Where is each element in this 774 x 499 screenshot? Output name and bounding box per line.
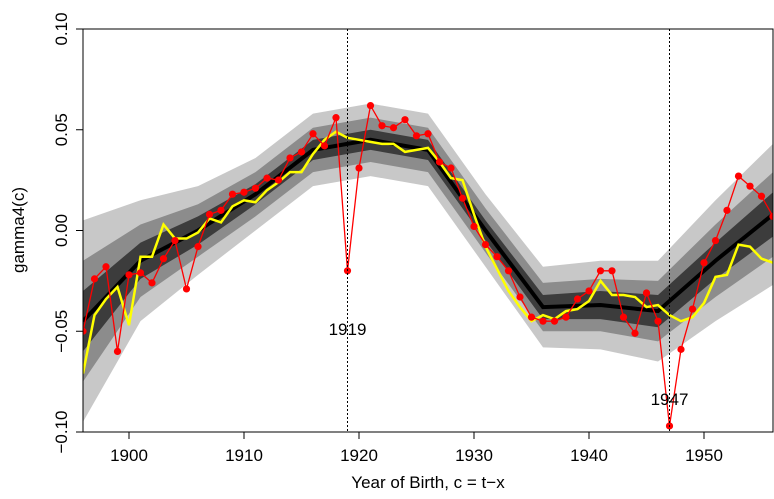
data-point	[608, 267, 616, 275]
series-line	[83, 130, 773, 374]
data-point	[447, 164, 455, 172]
data-point	[458, 194, 467, 202]
data-point	[539, 317, 547, 325]
x-tick-label: 1950	[685, 446, 723, 465]
data-point	[90, 275, 99, 283]
y-tick-label: 0.05	[52, 113, 71, 146]
data-point	[631, 329, 639, 337]
data-point	[642, 289, 651, 297]
data-point	[378, 122, 386, 130]
data-point	[677, 345, 685, 353]
data-point	[562, 313, 570, 321]
data-point	[746, 182, 754, 190]
data-point	[332, 114, 340, 122]
data-point	[435, 158, 444, 166]
data-point	[550, 317, 559, 325]
x-tick-label: 1910	[225, 446, 263, 465]
data-point	[274, 176, 283, 184]
data-point	[102, 263, 110, 271]
data-point	[585, 287, 593, 295]
data-point	[424, 130, 432, 138]
x-tick-label: 1940	[570, 446, 608, 465]
plot-area	[83, 101, 773, 430]
data-point	[401, 116, 409, 124]
data-point	[125, 271, 133, 279]
data-point	[734, 172, 743, 180]
data-point	[171, 236, 179, 245]
data-point	[757, 192, 766, 200]
data-point	[148, 279, 156, 287]
data-point	[297, 148, 306, 156]
data-point	[309, 130, 317, 138]
data-point	[228, 190, 237, 198]
data-point	[596, 267, 605, 275]
x-tick-label: 1930	[455, 446, 493, 465]
y-tick-label: −0.10	[52, 410, 71, 453]
data-point	[723, 206, 731, 214]
data-point	[619, 313, 628, 321]
data-point	[240, 188, 248, 196]
data-point	[251, 184, 260, 192]
data-point	[194, 243, 202, 251]
data-point	[654, 317, 662, 325]
data-point	[320, 142, 329, 150]
data-point	[493, 253, 501, 261]
data-point	[113, 347, 122, 355]
data-point	[700, 259, 708, 267]
data-point	[412, 132, 421, 140]
data-point	[769, 212, 773, 220]
y-axis-title: gamma4(c)	[9, 187, 28, 273]
data-point	[516, 293, 524, 301]
y-tick-label: −0.05	[52, 310, 71, 353]
reference-label: 1947	[651, 390, 689, 409]
x-tick-label: 1900	[110, 446, 148, 465]
data-point	[688, 305, 697, 313]
data-point	[527, 313, 536, 321]
data-point	[263, 174, 271, 182]
data-point	[205, 210, 214, 218]
data-point	[136, 269, 145, 277]
data-point	[159, 255, 168, 263]
reference-label: 1919	[329, 320, 367, 339]
x-tick-label: 1920	[340, 446, 378, 465]
data-point	[182, 285, 191, 293]
data-point	[470, 222, 478, 231]
data-point	[504, 267, 513, 275]
data-point	[355, 164, 363, 172]
data-point	[83, 327, 87, 335]
data-point	[217, 206, 225, 214]
fan-center	[83, 137, 773, 323]
data-point	[389, 124, 398, 132]
data-point	[286, 154, 294, 162]
data-point	[711, 236, 720, 245]
data-point	[366, 101, 375, 110]
y-tick-label: 0.00	[52, 214, 71, 247]
data-point	[481, 241, 490, 249]
data-point	[573, 295, 582, 303]
y-tick-label: 0.10	[52, 12, 71, 45]
x-axis-title: Year of Birth, c = t−x	[351, 473, 505, 492]
